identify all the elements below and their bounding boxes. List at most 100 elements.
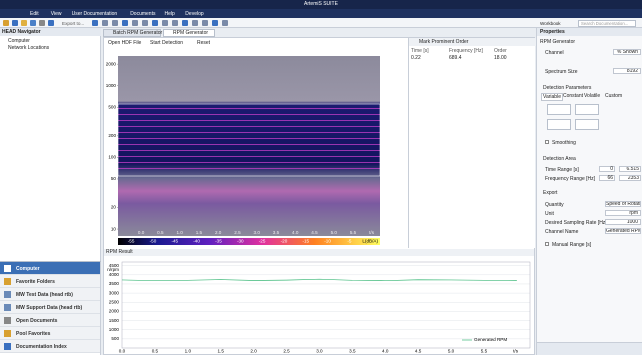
workbook-button[interactable]: Workbook [540,21,561,26]
table-cell: 0.22 [411,55,421,61]
toolbar-button[interactable] [122,20,128,26]
nav-label: MW Test Data (head rtb) [16,292,73,298]
mode-option[interactable] [547,119,571,130]
table-header: Time [s] [411,48,429,54]
document-tab[interactable]: Batch RPM Generator [103,29,161,37]
nav-label: Computer [16,266,40,272]
properties-panel: Properties RPM Generator Channel % Shown Spe… [536,28,642,355]
toolbar-button[interactable] [172,20,178,26]
open-hdf-button[interactable]: Open HDF File [108,40,141,46]
range-to[interactable]: 2353 [619,175,641,181]
nav-label: Pool Favorites [16,331,50,337]
panel-header: RPM Result [104,249,534,256]
toolbar-button[interactable] [30,20,36,26]
field-label: Frequency Range [Hz] [545,176,595,182]
nav-item[interactable]: Open Documents [0,314,100,327]
nav-item[interactable]: Favorite Folders [0,275,100,288]
field-label: Quantity [545,202,564,208]
nav-item[interactable]: Computer [0,262,100,275]
field-label: Channel Name [545,229,578,235]
checkbox[interactable] [545,242,549,246]
toolbar-button[interactable] [132,20,138,26]
toolbar-button[interactable] [212,20,218,26]
toolbar-button[interactable] [162,20,168,26]
nav-item[interactable]: MW Support Data (head rtb) [0,301,100,314]
menu-item[interactable]: Develop [185,11,203,17]
field-label: Spectrum Size [545,69,578,75]
menu-item[interactable]: Edit [30,11,39,17]
checkbox-label: Smoothing [552,140,576,146]
range-from[interactable]: 0 [599,166,615,172]
nav-item[interactable]: Pool Favorites [0,327,100,340]
field-value[interactable]: Generated RPM [605,228,641,234]
toolbar-button[interactable] [152,20,158,26]
toolbar-button[interactable] [92,20,98,26]
toolbar-button[interactable] [21,20,27,26]
param-tab[interactable]: Constant [562,93,584,99]
reset-button[interactable]: Reset [197,40,210,46]
toolbar-button[interactable] [39,20,45,26]
toolbar-button[interactable] [222,20,228,26]
mode-option[interactable] [575,104,599,115]
tree-item[interactable]: Computer [8,38,30,44]
order-panel: Mark Prominent Order Time [s] Frequency [H… [408,38,535,248]
menu-item[interactable]: View [51,11,62,17]
toolbar-button[interactable] [3,20,9,26]
param-tab[interactable]: Volatile [583,93,601,99]
navigator-panel: HEAD NavigatorComputerNetwork LocationsC… [0,28,101,355]
toolbar-button[interactable] [112,20,118,26]
table-header: Frequency [Hz] [449,48,483,54]
menu-item[interactable]: Help [165,11,175,17]
export-button[interactable]: Export to... [62,21,84,26]
toolbar-button[interactable] [102,20,108,26]
document-tab[interactable]: RPM Generator [163,29,215,37]
nav-icon [4,265,11,272]
nav-item[interactable]: Documentation Index [0,340,100,353]
nav-label: Favorite Folders [16,279,55,285]
nav-item[interactable]: MW Test Data (head rtb) [0,288,100,301]
start-detection-button[interactable]: Start Detection [150,40,183,46]
toolbar-button[interactable] [142,20,148,26]
field-label: Desired Sampling Rate [Hz] [545,220,607,226]
panel-header: Properties [537,28,642,36]
nav-icon [4,317,11,324]
field-value[interactable]: Speed of Rotation [605,201,641,207]
toolbar-button[interactable] [202,20,208,26]
search-box[interactable]: Search Documentation... [578,20,636,27]
mode-option[interactable] [575,119,599,130]
menu-item[interactable]: User Documentation [72,11,118,17]
field-value[interactable]: 1000 [605,219,641,225]
table-cell: 18.00 [494,55,507,61]
nav-icon [4,291,11,298]
field-label: Time Range [s] [545,167,579,173]
nav-icon [4,343,11,350]
nav-icon [4,304,11,311]
nav-label: Open Documents [16,318,57,324]
field-value[interactable]: 8192 [613,68,641,74]
field-label: Unit [545,211,554,217]
menu-item[interactable]: Documents [130,11,155,17]
param-tab[interactable]: Variable [541,93,563,101]
toolbar-button[interactable] [48,20,54,26]
panel-header: Mark Prominent Order [409,38,536,46]
table-header: Order [494,48,507,54]
tree-item[interactable]: Network Locations [8,45,49,51]
nav-icon [4,330,11,337]
toolbar-button[interactable] [182,20,188,26]
field-label: Channel [545,50,564,56]
section-title: Detection Area [543,156,576,162]
param-tab[interactable]: Custom [604,93,623,99]
mode-option[interactable] [547,104,571,115]
range-to[interactable]: 6.515 [619,166,641,172]
range-from[interactable]: 66 [599,175,615,181]
nav-icon [4,278,11,285]
checkbox[interactable] [545,140,549,144]
window-title: ArtemiS SUITE [0,1,642,7]
toolbar-button[interactable] [192,20,198,26]
nav-label: Documentation Index [16,344,67,350]
field-value[interactable]: rpm [605,210,641,216]
toolbar-button[interactable] [12,20,18,26]
panel-subheader: RPM Generator [540,39,575,45]
field-value[interactable]: % Shown [613,49,641,55]
checkbox-label: Manual Range [s] [552,242,591,248]
